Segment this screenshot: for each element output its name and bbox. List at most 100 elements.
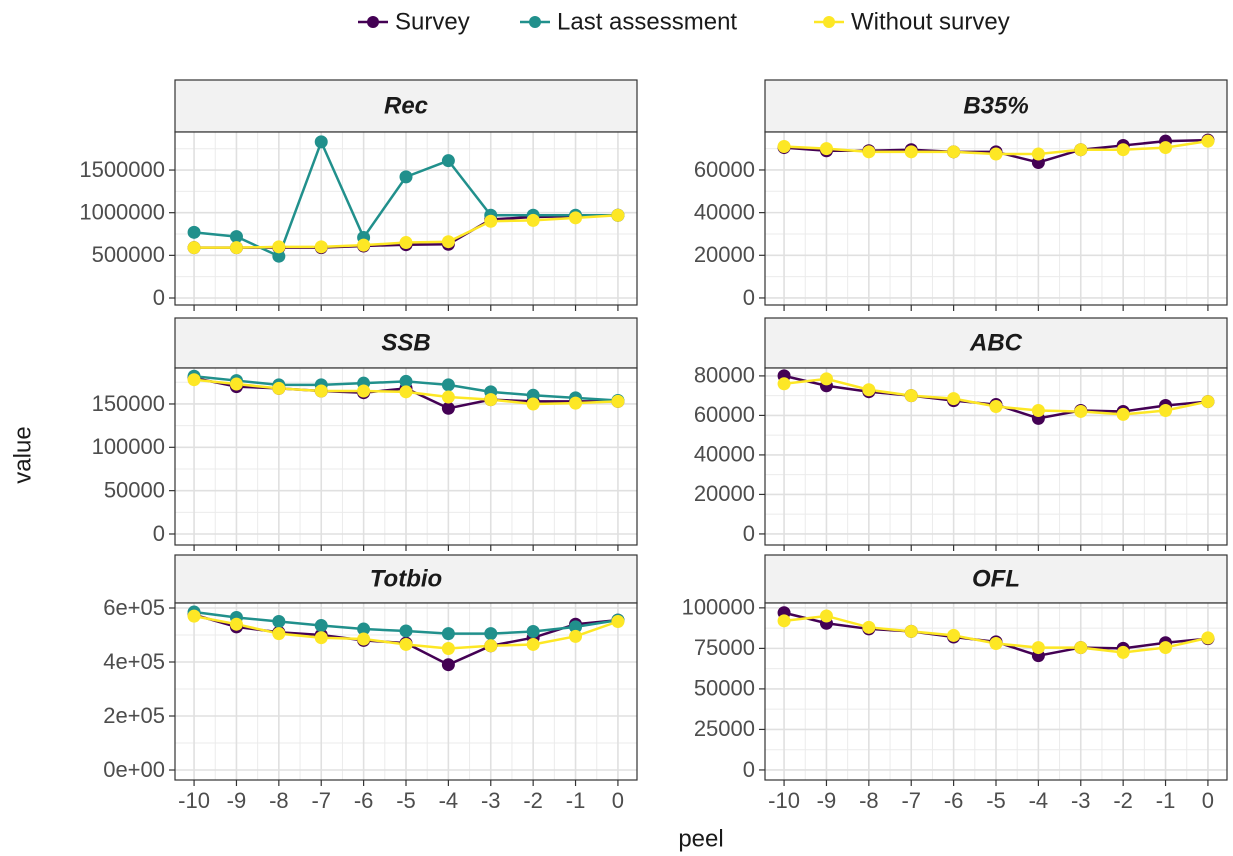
y-tick-label: 60000 xyxy=(694,157,755,182)
legend-label: Survey xyxy=(395,8,470,35)
data-point xyxy=(187,609,201,623)
data-point xyxy=(399,385,413,399)
data-point xyxy=(526,213,540,227)
data-point xyxy=(187,241,201,255)
data-point xyxy=(526,637,540,651)
y-tick-label: 1500000 xyxy=(79,157,165,182)
y-tick-label: 80000 xyxy=(694,363,755,388)
x-tick-label: -4 xyxy=(1029,788,1049,813)
x-tick-label: -1 xyxy=(1156,788,1176,813)
y-tick-label: 0 xyxy=(743,285,755,310)
strip-title: ABC xyxy=(969,329,1023,356)
data-point xyxy=(484,214,498,228)
strip xyxy=(174,554,638,604)
data-point xyxy=(569,396,583,410)
data-point xyxy=(1159,141,1173,155)
x-tick-label: -5 xyxy=(986,788,1006,813)
legend-key-point xyxy=(529,16,541,28)
data-point xyxy=(904,389,918,403)
data-point xyxy=(904,145,918,159)
y-tick-label: 50000 xyxy=(104,477,165,502)
data-point xyxy=(441,235,455,249)
data-point xyxy=(526,624,540,638)
legend-key-point xyxy=(823,16,835,28)
data-point xyxy=(187,225,201,239)
y-tick-label: 50000 xyxy=(694,676,755,701)
data-point xyxy=(484,627,498,641)
data-point xyxy=(777,140,791,154)
data-point xyxy=(229,617,243,631)
data-point xyxy=(229,241,243,255)
data-point xyxy=(989,147,1003,161)
x-tick-label: 0 xyxy=(1202,788,1214,813)
data-point xyxy=(399,236,413,250)
x-tick-label: 0 xyxy=(612,788,624,813)
y-tick-label: 0 xyxy=(153,521,165,546)
data-point xyxy=(399,374,413,388)
data-point xyxy=(989,400,1003,414)
x-tick-label: -10 xyxy=(178,788,210,813)
data-point xyxy=(819,372,833,386)
x-tick-label: -7 xyxy=(311,788,331,813)
data-point xyxy=(441,658,455,672)
data-point xyxy=(1159,641,1173,655)
y-tick-label: 4e+05 xyxy=(103,649,165,674)
data-point xyxy=(1159,403,1173,417)
data-point xyxy=(314,631,328,645)
panel-border xyxy=(764,131,1228,306)
y-tick-label: 60000 xyxy=(694,402,755,427)
data-point xyxy=(441,641,455,655)
data-point xyxy=(569,629,583,643)
data-point xyxy=(357,384,371,398)
x-axis-title: peel xyxy=(678,825,723,852)
data-point xyxy=(441,401,455,415)
data-point xyxy=(1074,143,1088,157)
strip-title: OFL xyxy=(972,565,1020,592)
y-tick-label: 6e+05 xyxy=(103,595,165,620)
data-point xyxy=(862,383,876,397)
data-point xyxy=(314,619,328,633)
data-point xyxy=(611,614,625,628)
data-point xyxy=(947,392,961,406)
data-point xyxy=(357,622,371,636)
y-tick-label: 75000 xyxy=(694,635,755,660)
data-point xyxy=(399,624,413,638)
data-point xyxy=(1116,645,1130,659)
x-tick-label: -2 xyxy=(523,788,543,813)
x-tick-label: -10 xyxy=(768,788,800,813)
x-tick-label: -4 xyxy=(439,788,459,813)
y-tick-label: 100000 xyxy=(682,595,755,620)
y-tick-label: 40000 xyxy=(694,442,755,467)
legend-key-point xyxy=(367,16,379,28)
data-point xyxy=(399,637,413,651)
legend-label: Without survey xyxy=(851,8,1010,35)
data-point xyxy=(229,230,243,244)
data-point xyxy=(862,620,876,634)
data-point xyxy=(314,384,328,398)
data-point xyxy=(1031,147,1045,161)
data-point xyxy=(399,170,413,184)
data-point xyxy=(272,381,286,395)
x-tick-label: -7 xyxy=(901,788,921,813)
data-point xyxy=(611,394,625,408)
data-point xyxy=(441,390,455,404)
data-point xyxy=(1031,403,1045,417)
data-point xyxy=(357,632,371,646)
data-point xyxy=(1074,641,1088,655)
data-point xyxy=(484,393,498,407)
data-point xyxy=(819,142,833,156)
strip xyxy=(764,79,1228,133)
data-point xyxy=(187,373,201,387)
data-point xyxy=(862,145,876,159)
panel-border xyxy=(174,367,638,546)
y-tick-label: 40000 xyxy=(694,199,755,224)
data-point xyxy=(989,637,1003,651)
strip xyxy=(764,554,1228,604)
x-tick-label: -5 xyxy=(396,788,416,813)
y-tick-label: 0 xyxy=(153,285,165,310)
data-point xyxy=(441,627,455,641)
x-tick-label: -8 xyxy=(859,788,879,813)
strip-title: Rec xyxy=(384,92,428,119)
panel-border xyxy=(764,367,1228,546)
data-point xyxy=(1031,641,1045,655)
